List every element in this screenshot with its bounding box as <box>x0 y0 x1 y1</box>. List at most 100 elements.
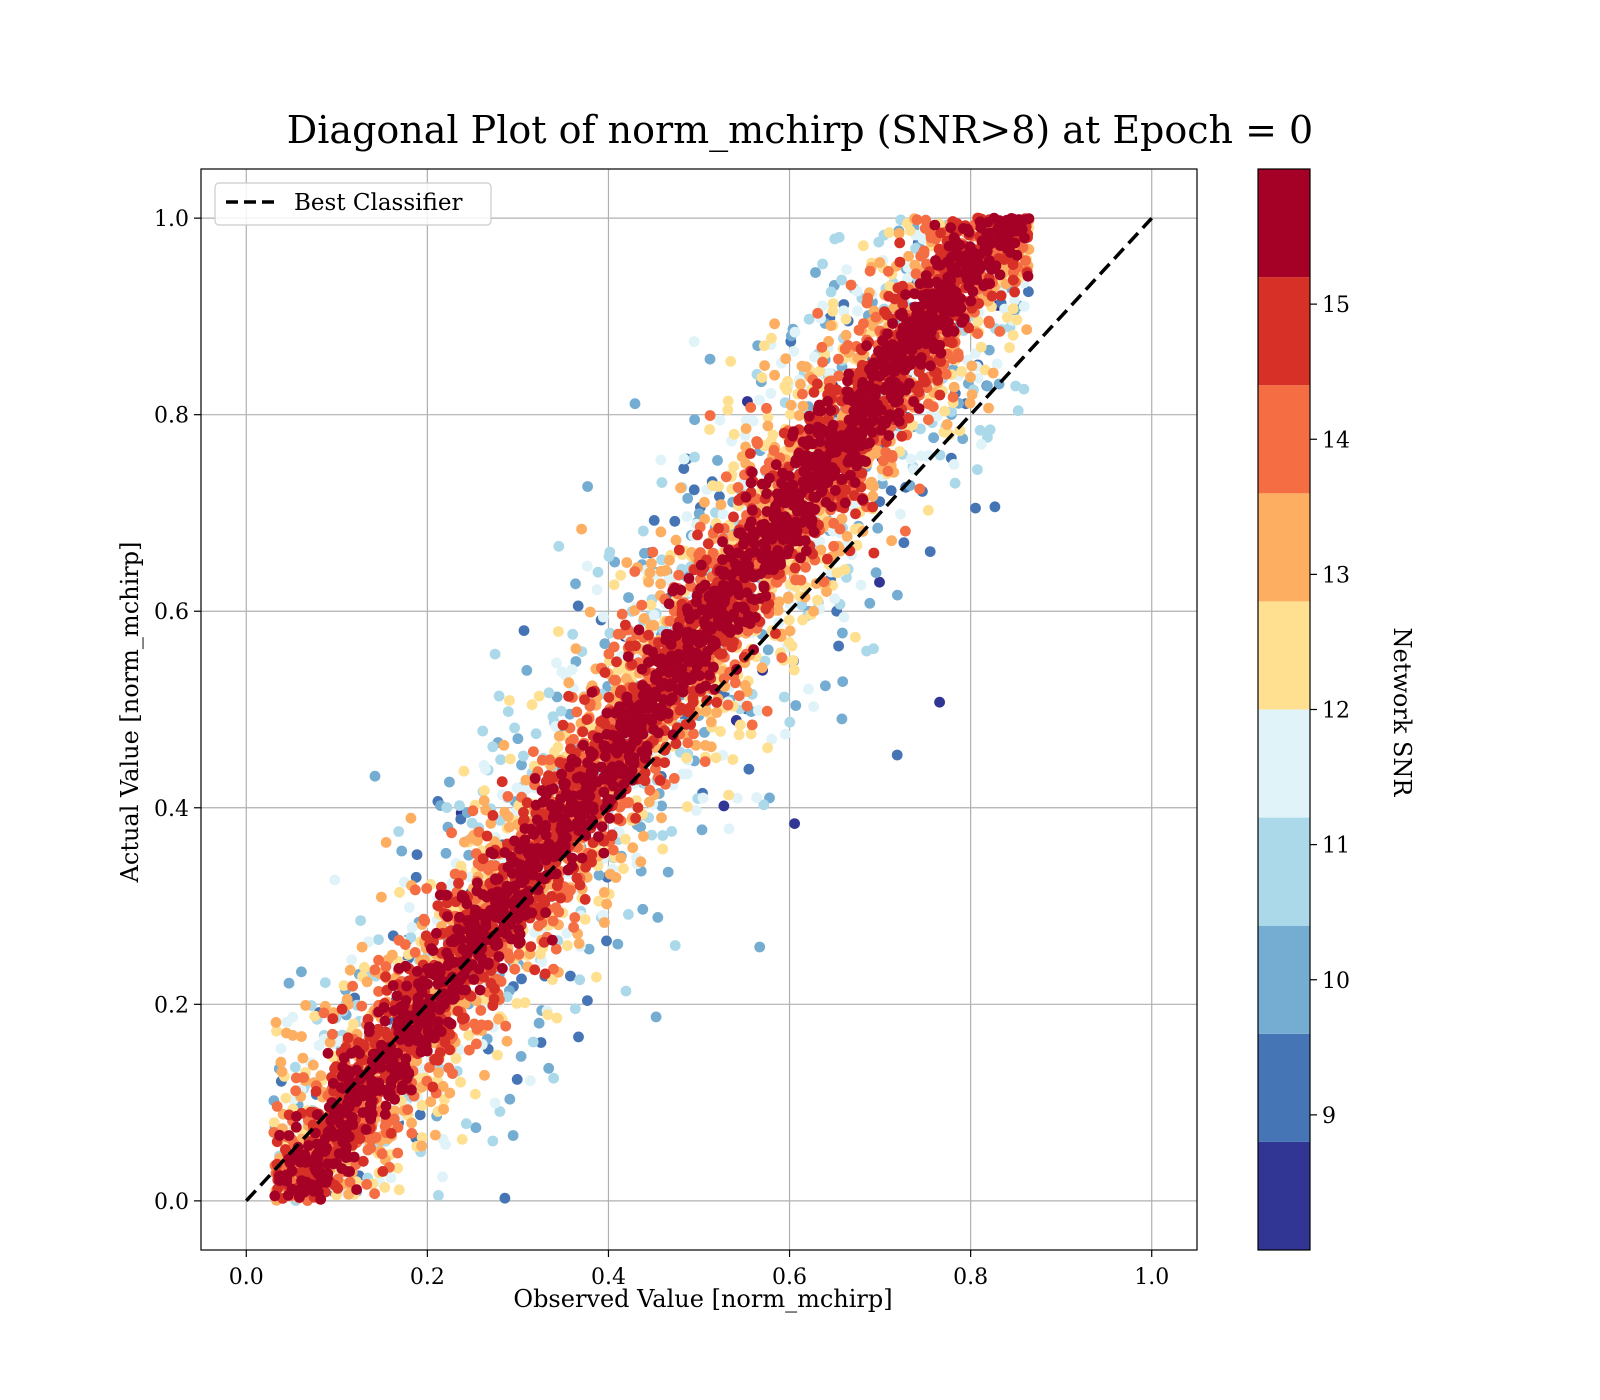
scatter-point <box>620 985 632 997</box>
scatter-point <box>283 977 295 989</box>
scatter-point <box>669 940 681 951</box>
scatter-point <box>599 667 611 678</box>
scatter-point <box>761 402 772 414</box>
scatter-point <box>504 1093 516 1105</box>
scatter-point <box>409 884 421 896</box>
scatter-point <box>723 789 735 801</box>
scatter-point <box>584 606 596 618</box>
scatter-point <box>789 562 801 574</box>
scatter-point <box>956 366 968 377</box>
scatter-point <box>840 313 852 325</box>
scatter-point <box>853 324 865 336</box>
scatter-point <box>739 680 751 691</box>
scatter-point <box>380 971 391 983</box>
scatter-point <box>638 830 649 842</box>
scatter-point <box>999 303 1011 315</box>
scatter-point <box>803 683 814 695</box>
scatter-point <box>780 728 791 740</box>
scatter-point <box>845 279 857 291</box>
scatter-point <box>615 852 627 864</box>
scatter-point <box>612 628 624 640</box>
scatter-point <box>553 626 564 637</box>
scatter-point <box>569 1003 581 1015</box>
scatter-point <box>479 785 490 797</box>
scatter-point <box>688 728 699 740</box>
scatter-point <box>623 592 634 603</box>
scatter-point <box>637 903 649 915</box>
scatter-point <box>432 900 444 911</box>
scatter-point <box>1020 255 1031 266</box>
scatter-point <box>681 752 692 764</box>
scatter-point <box>900 525 911 537</box>
scatter-point <box>678 463 690 474</box>
scatter-point <box>504 821 515 833</box>
scatter-point <box>673 569 685 581</box>
scatter-point <box>745 448 756 459</box>
scatter-point <box>771 576 783 588</box>
scatter-point <box>557 719 569 731</box>
scatter-point <box>604 627 616 639</box>
scatter-point <box>563 677 575 689</box>
scatter-point <box>767 429 779 441</box>
scatter-point <box>476 1019 487 1031</box>
scatter-point <box>421 883 433 894</box>
scatter-point <box>885 485 897 496</box>
scatter-point <box>369 770 381 782</box>
scatter-point <box>947 353 959 365</box>
scatter-point <box>722 395 734 407</box>
scatter-point <box>840 329 852 341</box>
scatter-point <box>501 1035 513 1047</box>
scatter-point <box>406 1127 418 1139</box>
scatter-point <box>741 700 753 712</box>
scatter-point <box>483 864 494 875</box>
scatter-point <box>393 1184 405 1196</box>
scatter-point <box>562 940 573 951</box>
scatter-point <box>902 272 913 284</box>
scatter-point <box>643 796 655 808</box>
scatter-point <box>850 631 861 643</box>
scatter-point <box>762 742 773 754</box>
scatter-point <box>808 605 819 617</box>
scatter-point <box>947 391 959 403</box>
scatter-point <box>718 636 730 647</box>
scatter-point <box>768 445 780 456</box>
scatter-point <box>925 228 936 240</box>
scatter-point <box>447 1068 458 1079</box>
scatter-point <box>789 818 800 829</box>
scatter-point <box>734 719 746 731</box>
scatter-point <box>935 227 946 239</box>
scatter-point <box>646 829 658 841</box>
scatter-point <box>784 716 796 728</box>
scatter-point <box>816 341 828 353</box>
scatter-point <box>699 496 710 508</box>
scatter-point <box>454 800 465 811</box>
scatter-point <box>923 398 934 410</box>
scatter-point <box>994 326 1006 337</box>
scatter-point <box>570 656 582 667</box>
scatter-point <box>656 554 668 566</box>
scatter-point <box>833 353 844 365</box>
scatter-point <box>783 614 795 626</box>
scatter-point <box>761 705 773 717</box>
scatter-point <box>1004 342 1015 353</box>
scatter-point <box>620 619 631 631</box>
scatter-point <box>487 1000 499 1011</box>
scatter-point <box>862 292 874 304</box>
scatter-point <box>1018 383 1030 395</box>
scatter-point <box>759 360 770 371</box>
scatter-point <box>477 725 489 737</box>
scatter-point <box>702 538 714 550</box>
scatter-point <box>551 1012 563 1024</box>
scatter-point <box>427 1081 439 1093</box>
scatter-point <box>688 484 700 496</box>
scatter-point <box>681 801 693 813</box>
scatter-point <box>895 508 906 520</box>
scatter-point <box>477 853 489 865</box>
scatter-point <box>793 410 805 421</box>
scatter-point <box>666 826 678 837</box>
scatter-point <box>581 714 593 725</box>
scatter-point <box>838 305 850 317</box>
scatter-point <box>592 566 604 578</box>
scatter-point <box>827 298 839 309</box>
scatter-point <box>715 499 727 510</box>
